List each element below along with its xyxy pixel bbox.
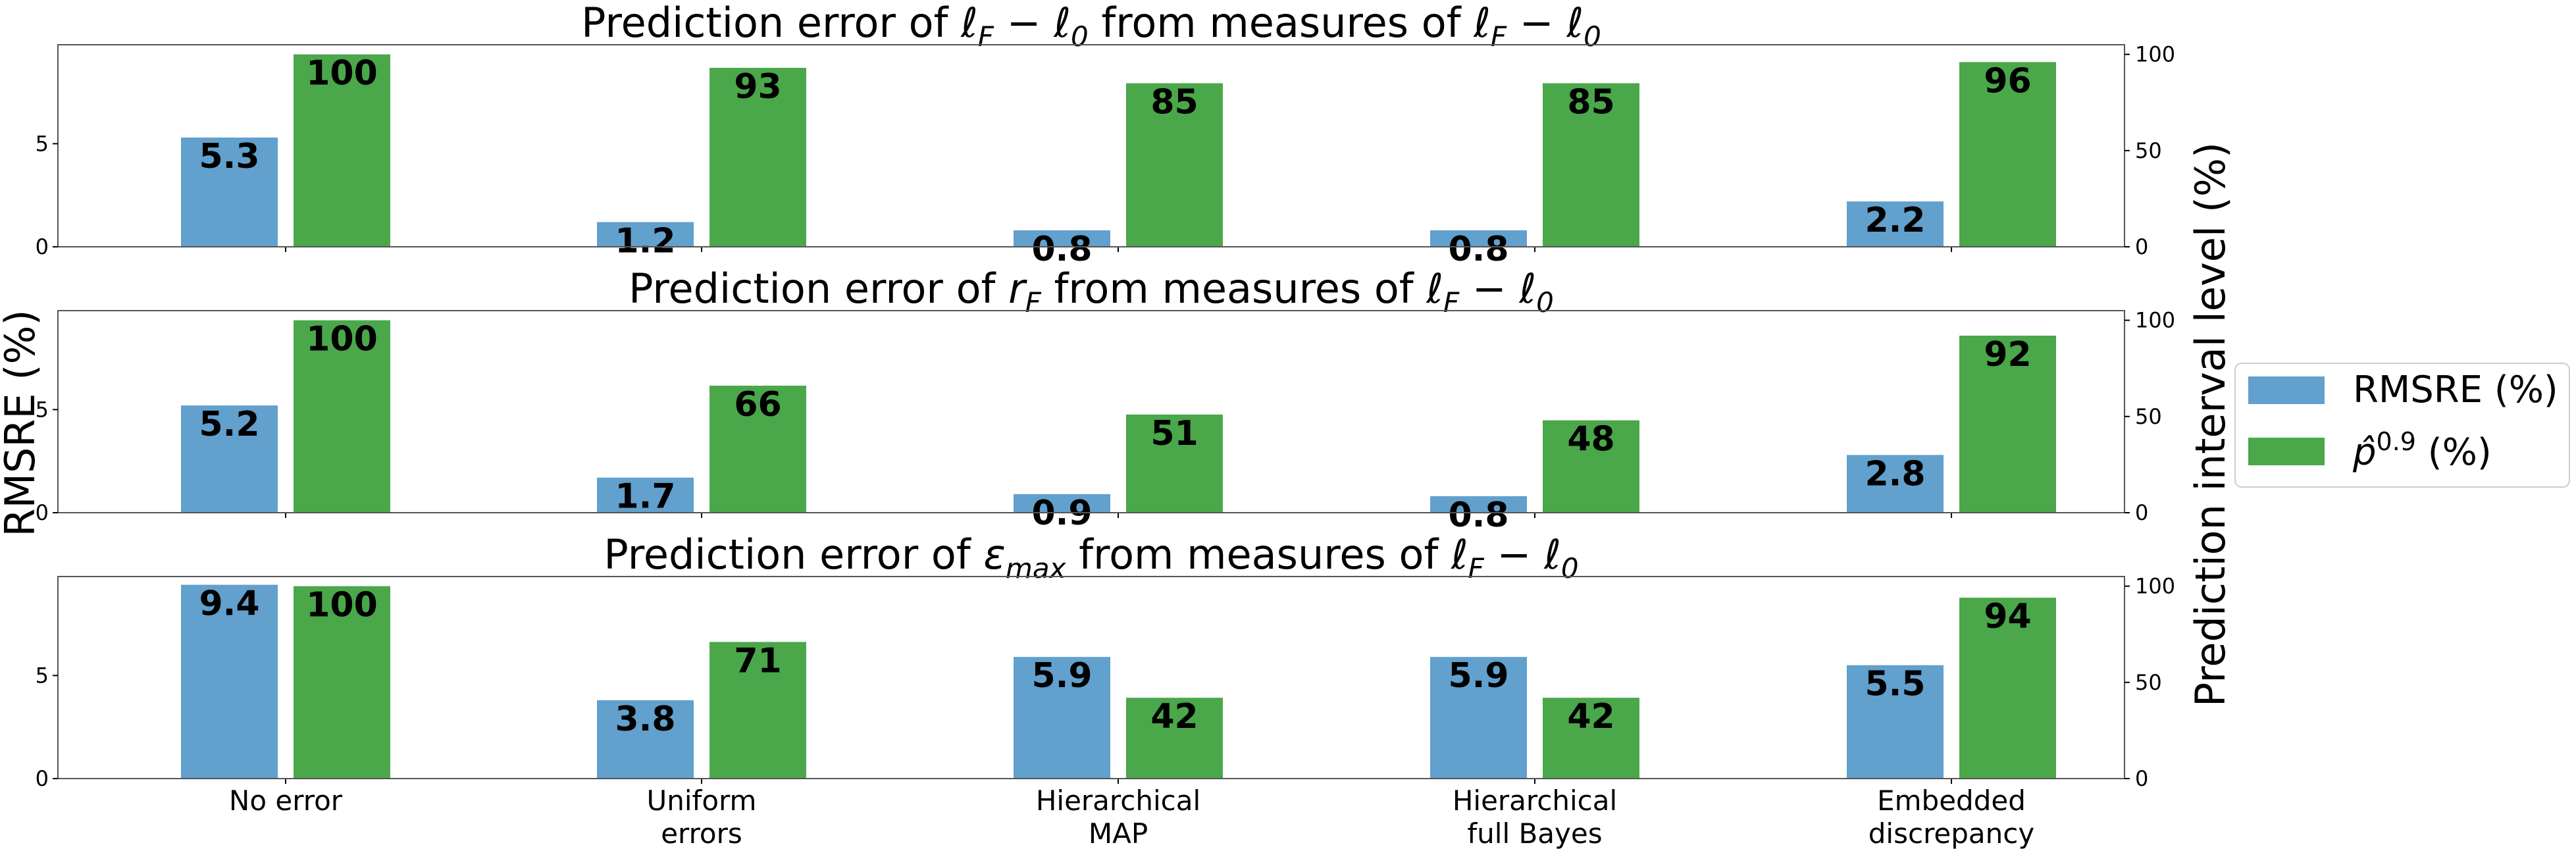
rmsre-value-label: 5.9 [1448,656,1508,696]
rmsre-value-label: 5.2 [199,405,259,444]
figure-axis-labels: RMSRE (%) Prediction interval level (%) [0,142,2234,707]
rmsre-value-label: 0.8 [1448,230,1508,269]
rmsre-bar [1014,657,1110,779]
rmsre-bar [181,137,278,247]
interval-level-bar [1543,420,1639,513]
rmsre-value-label: 2.8 [1865,454,1925,494]
interval-level-bar [1959,62,2056,247]
right-y-tick-label: 0 [2135,234,2148,259]
rmsre-value-label: 1.2 [615,221,675,261]
category-label: No error [229,785,343,817]
interval-level-bar [1126,698,1223,779]
rmsre-bar [1430,230,1527,247]
rmsre-value-label: 3.8 [615,700,675,739]
rmsre-bar [181,405,278,513]
right-y-tick-label: 50 [2135,138,2162,163]
interval-level-bar [709,386,806,513]
interval-level-value-label: 100 [306,54,378,93]
interval-level-value-label: 94 [1984,597,2031,636]
rmsre-value-label: 2.2 [1865,201,1925,240]
interval-level-bar [709,642,806,779]
panel-title: Prediction error of rF from measures of … [629,265,1554,319]
category-label: Embedded discrepancy [1868,785,2034,849]
interval-level-value-label: 93 [734,67,781,107]
interval-level-bar [294,586,390,779]
right-y-tick-label: 100 [2135,42,2175,67]
rmsre-bar [597,477,694,513]
left-y-tick-label: 5 [36,397,49,422]
rmsre-bar [1014,494,1110,513]
rmsre-value-label: 5.5 [1865,665,1925,704]
interval-level-bar [1126,414,1223,513]
legend-label-rmsre: RMSRE (%) [2353,369,2558,411]
interval-level-value-label: 51 [1150,414,1198,453]
chart-panels: Prediction error of ℓF − ℓ0 from measure… [36,0,2175,849]
rmsre-bar [1847,201,1944,247]
rmsre-value-label: 1.7 [615,477,675,517]
panel-title: Prediction error of ℓF − ℓ0 from measure… [581,0,1601,53]
interval-level-bar [1959,336,2056,513]
left-y-tick-label: 0 [36,766,49,791]
interval-level-bar [294,320,390,513]
rmsre-value-label: 0.8 [1448,496,1508,535]
rmsre-bar [597,222,694,247]
interval-level-value-label: 66 [734,385,781,424]
category-label: Uniform errors [647,785,757,849]
left-y-tick-label: 0 [36,500,49,525]
plot-frame [57,576,2125,779]
interval-level-value-label: 100 [306,320,378,359]
chart-panel-3: Prediction error of εmax from measures o… [36,530,2175,849]
chart-panel-1: Prediction error of ℓF − ℓ0 from measure… [36,0,2175,269]
interval-level-value-label: 100 [306,586,378,625]
legend: RMSRE (%) p̂0.9 (%) [2234,363,2570,488]
right-y-tick-label: 100 [2135,574,2175,599]
interval-level-bar [1543,698,1639,779]
category-label: Hierarchical MAP [1036,785,1200,849]
interval-level-value-label: 71 [734,641,781,681]
rmsre-value-label: 9.4 [199,584,259,624]
plot-frame [57,310,2125,513]
legend-label-interval-level: p̂0.9 (%) [2352,427,2492,474]
interval-level-value-label: 42 [1567,697,1614,736]
interval-level-value-label: 85 [1567,82,1614,122]
interval-level-value-label: 42 [1150,697,1198,736]
interval-level-bar [1543,83,1639,247]
right-y-tick-label: 0 [2135,500,2148,525]
panel-title: Prediction error of εmax from measures o… [604,530,1578,584]
interval-level-bar [1126,83,1223,247]
interval-level-bar [1959,598,2056,779]
rmsre-bar [1430,496,1527,513]
interval-level-bar [294,54,390,247]
interval-level-value-label: 96 [1984,61,2031,101]
interval-level-value-label: 85 [1150,82,1198,122]
left-y-axis-label: RMSRE (%) [0,309,44,536]
rmsre-value-label: 5.9 [1031,656,1092,696]
right-y-tick-label: 0 [2135,766,2148,791]
interval-level-value-label: 92 [1984,335,2031,374]
rmsre-bar [1847,665,1944,779]
interval-level-value-label: 48 [1567,420,1614,459]
rmsre-bar [181,584,278,779]
right-y-tick-label: 100 [2135,308,2175,333]
legend-swatch-interval-level [2248,438,2325,465]
legend-swatch-rmsre [2248,376,2325,404]
left-y-tick-label: 5 [36,663,49,688]
chart-panel-2: Prediction error of rF from measures of … [36,265,2175,535]
rmsre-bar [1847,455,1944,513]
interval-level-bar [709,68,806,247]
rmsre-bar [1014,230,1110,247]
rmsre-value-label: 5.3 [199,137,259,176]
left-y-tick-label: 0 [36,234,49,259]
right-y-tick-label: 50 [2135,670,2162,695]
right-y-tick-label: 50 [2135,404,2162,429]
plot-frame [57,44,2125,247]
rmsre-bar [1430,657,1527,779]
right-y-axis-label: Prediction interval level (%) [2186,142,2234,707]
category-label: Hierarchical full Bayes [1453,785,1617,849]
left-y-tick-label: 5 [36,131,49,156]
rmsre-value-label: 0.8 [1031,230,1092,269]
rmsre-bar [597,700,694,779]
